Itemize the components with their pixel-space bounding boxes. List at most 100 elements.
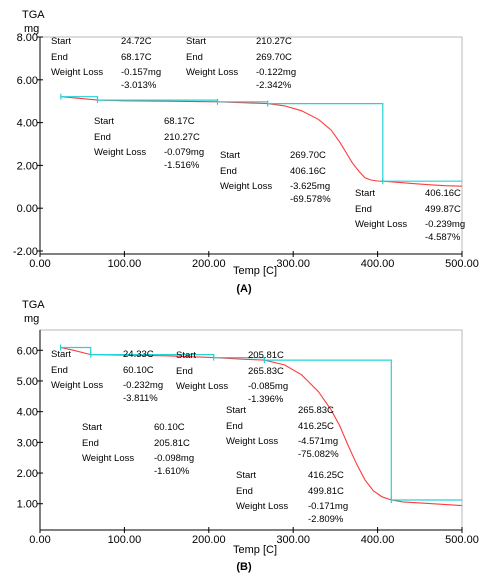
y-tick-label: 4.00	[17, 118, 38, 130]
annotation-loss-label: Weight Loss	[355, 219, 407, 230]
x-tick-label: 400.00	[361, 534, 395, 546]
x-tick-label: 0.00	[29, 534, 50, 546]
annotation-loss-pct: -69.578%	[290, 194, 331, 205]
tga-chart-b: 1.00 2.00 3.00 4.00 5.00 6.00 0.00 100.00 200.00…	[17, 299, 479, 573]
annotation-loss-pct: -2.342%	[256, 80, 292, 91]
x-axis-title: Temp [C]	[233, 544, 277, 556]
weight-loss-annotation: Start 406.16C End 499.87C Weight Loss -0.239m…	[355, 188, 465, 243]
annotation-start-label: Start	[355, 188, 375, 199]
annotation-end-value: 499.87C	[425, 204, 461, 215]
x-tick-label: 200.00	[192, 534, 226, 546]
y-tick-label: -2.00	[13, 246, 38, 258]
annotation-end-value: 205.81C	[154, 438, 190, 449]
annotation-start-label: Start	[186, 36, 206, 47]
annotation-loss-label: Weight Loss	[226, 436, 278, 447]
weight-loss-curve	[60, 346, 462, 507]
annotation-end-label: End	[51, 365, 68, 376]
annotation-start-label: Start	[94, 116, 114, 127]
weight-loss-annotation: Start 60.10C End 205.81C Weight Loss -0.098mg…	[82, 422, 194, 477]
annotation-loss-pct: -3.013%	[121, 80, 157, 91]
annotation-end-label: End	[176, 366, 193, 377]
annotation-start-label: Start	[236, 470, 256, 481]
annotation-loss-label: Weight Loss	[186, 67, 238, 78]
annotation-loss-pct: -3.811%	[123, 393, 158, 404]
annotation-loss-mg: -0.171mg	[308, 501, 348, 512]
annotation-loss-pct: -1.516%	[164, 160, 200, 171]
y-axis-title: TGA	[22, 9, 45, 21]
annotation-loss-pct: -75.082%	[298, 449, 339, 460]
annotation-end-value: 265.83C	[248, 366, 284, 377]
annotation-loss-label: Weight Loss	[51, 380, 103, 391]
x-tick-label: 100.00	[108, 534, 142, 546]
annotation-loss-mg: -0.079mg	[164, 147, 204, 158]
y-axis-title: TGA	[22, 299, 45, 311]
annotation-start-value: 210.27C	[256, 36, 292, 47]
annotation-loss-label: Weight Loss	[236, 501, 288, 512]
annotation-end-label: End	[82, 438, 99, 449]
annotation-loss-mg: -0.232mg	[123, 380, 163, 391]
annotation-end-value: 416.25C	[298, 421, 334, 432]
annotation-start-value: 68.17C	[164, 116, 195, 127]
step-marker-line	[60, 96, 462, 182]
annotation-start-label: Start	[51, 349, 71, 360]
y-tick-label: 4.00	[17, 407, 38, 419]
x-tick-label: 200.00	[192, 258, 226, 270]
annotation-start-label: Start	[176, 350, 196, 361]
annotation-start-value: 269.70C	[290, 150, 326, 161]
figure-caption: (B)	[236, 561, 252, 573]
annotation-end-value: 210.27C	[164, 132, 200, 143]
weight-loss-annotation: Start 265.83C End 416.25C Weight Loss -4.571m…	[226, 405, 339, 460]
annotation-end-value: 499.81C	[308, 486, 344, 497]
weight-loss-annotation: Start 24.33C End 60.10C Weight Loss -0.232mg -…	[51, 349, 163, 404]
x-tick-label: 300.00	[276, 534, 310, 546]
annotation-end-label: End	[236, 486, 253, 497]
annotation-loss-pct: -1.396%	[248, 394, 284, 405]
tga-chart-a: -2.000.002.004.006.008.000.00 100.00 200.0…	[13, 9, 479, 295]
x-tick-label: 0.00	[29, 258, 50, 270]
annotation-loss-label: Weight Loss	[176, 381, 228, 392]
annotation-loss-pct: -1.610%	[154, 466, 190, 477]
annotation-start-label: Start	[220, 150, 240, 161]
annotation-loss-mg: -3.625mg	[290, 181, 330, 192]
annotation-start-value: 24.33C	[123, 349, 154, 360]
annotation-start-label: Start	[226, 405, 246, 416]
figure-caption: (A)	[236, 283, 252, 295]
y-tick-label: 3.00	[17, 437, 38, 449]
annotation-loss-mg: -0.157mg	[121, 67, 161, 78]
y-tick-label: 6.00	[17, 75, 38, 87]
annotation-end-label: End	[226, 421, 243, 432]
annotation-loss-label: Weight Loss	[82, 453, 134, 464]
weight-loss-annotation: Start 24.72C End 68.17C Weight Loss -0.157mg -…	[51, 36, 161, 91]
weight-loss-annotation: Start 205.81C End 265.83C Weight Loss -0.085m…	[176, 350, 288, 405]
weight-loss-annotation: Start 210.27C End 269.70C Weight Loss -0.122m…	[186, 36, 296, 91]
annotation-loss-label: Weight Loss	[94, 147, 146, 158]
annotation-loss-label: Weight Loss	[51, 67, 103, 78]
annotation-end-label: End	[220, 166, 237, 177]
y-tick-label: 2.00	[17, 468, 38, 480]
y-tick-label: 6.00	[17, 345, 38, 357]
annotation-start-label: Start	[82, 422, 102, 433]
annotation-loss-mg: -0.085mg	[248, 381, 288, 392]
x-tick-label: 300.00	[276, 258, 310, 270]
weight-loss-annotation: Start 416.25C End 499.81C Weight Loss -0.171m…	[236, 470, 348, 525]
y-axis-unit: mg	[24, 313, 39, 325]
annotation-end-value: 406.16C	[290, 166, 326, 177]
annotation-start-value: 60.10C	[154, 422, 185, 433]
y-axis-unit: mg	[24, 23, 39, 35]
annotation-end-value: 60.10C	[123, 365, 154, 376]
annotation-loss-mg: -0.122mg	[256, 67, 296, 78]
annotation-start-value: 406.16C	[425, 188, 461, 199]
x-tick-label: 500.00	[445, 534, 479, 546]
y-tick-label: 0.00	[17, 203, 38, 215]
annotation-loss-mg: -4.571mg	[298, 436, 338, 447]
y-tick-label: 2.00	[17, 160, 38, 172]
weight-loss-annotation: Start 68.17C End 210.27C Weight Loss -0.079mg…	[94, 116, 204, 171]
annotation-start-value: 265.83C	[298, 405, 334, 416]
annotation-end-value: 68.17C	[121, 52, 152, 63]
annotation-loss-pct: -2.809%	[308, 514, 344, 525]
y-tick-label: 5.00	[17, 376, 38, 388]
x-tick-label: 100.00	[108, 258, 142, 270]
annotation-end-label: End	[186, 52, 203, 63]
y-tick-label: 8.00	[17, 32, 38, 44]
